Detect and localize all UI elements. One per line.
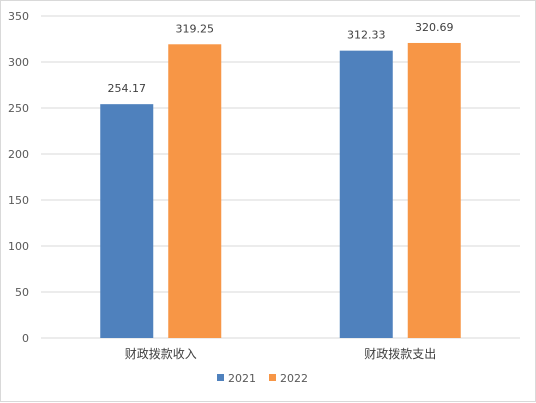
- legend: 2021 2022: [217, 372, 308, 385]
- legend-swatch-2022: [269, 374, 276, 381]
- y-tick-label: 150: [8, 194, 29, 207]
- y-tick-label: 300: [8, 56, 29, 69]
- legend-label: 2021: [228, 372, 256, 385]
- y-tick-label: 200: [8, 148, 29, 161]
- bars: [100, 42, 461, 338]
- bar-2022-2: [407, 42, 461, 338]
- data-labels: 254.17 319.25 312.33 320.69: [108, 21, 454, 95]
- legend-label: 2022: [280, 372, 308, 385]
- y-tick-label: 350: [8, 10, 29, 23]
- x-category-label: 财政拨款支出: [364, 347, 436, 361]
- data-label: 312.33: [347, 29, 386, 42]
- bar-2021-2: [339, 50, 393, 338]
- y-axis: 0 50 100 150 200 250 300 350: [8, 10, 29, 345]
- data-label: 319.25: [176, 22, 215, 35]
- bar-2021-1: [100, 104, 154, 338]
- bar-2022-1: [168, 44, 222, 338]
- y-tick-label: 50: [15, 286, 29, 299]
- data-label: 320.69: [415, 21, 454, 34]
- data-label: 254.17: [108, 82, 147, 95]
- y-tick-label: 100: [8, 240, 29, 253]
- y-tick-label: 250: [8, 102, 29, 115]
- x-category-label: 财政拨款收入: [125, 347, 197, 361]
- y-tick-label: 0: [22, 332, 29, 345]
- x-axis: 财政拨款收入 财政拨款支出: [125, 347, 437, 361]
- legend-swatch-2021: [217, 374, 224, 381]
